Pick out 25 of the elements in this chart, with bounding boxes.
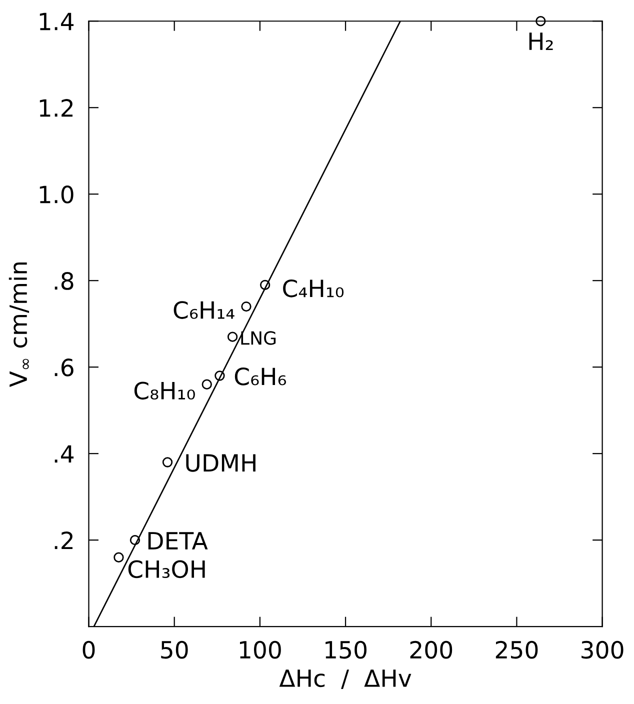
annotation: H₂ bbox=[529, 32, 553, 50]
y-tick-label: .4 bbox=[54, 445, 74, 463]
x-tick-label: 50 bbox=[161, 640, 188, 659]
y-tick-label: .6 bbox=[54, 358, 74, 376]
x-tick-label: 250 bbox=[496, 640, 538, 659]
x-tick-label: 300 bbox=[582, 640, 624, 659]
y-tick-label: 1.2 bbox=[40, 99, 73, 117]
annotation: C₆H₁₄ bbox=[174, 301, 234, 319]
x-tick-label: 100 bbox=[240, 640, 281, 659]
x-tick-label: 200 bbox=[410, 640, 452, 659]
y-axis-title: V$_{∞}$ cm/min bbox=[8, 262, 30, 388]
x-tick-label: 0 bbox=[82, 640, 95, 659]
y-tick-label: 1.4 bbox=[40, 12, 74, 30]
y-tick-label: .2 bbox=[54, 532, 73, 550]
x-axis-title: ΔHc / ΔHv bbox=[279, 670, 412, 689]
y-tick-label: .8 bbox=[54, 272, 74, 290]
annotation: C₈H₁₀ bbox=[134, 382, 195, 400]
annotation: DETA bbox=[148, 532, 208, 550]
y-tick-label: 1.0 bbox=[40, 186, 74, 204]
x-tick-label: 150 bbox=[326, 640, 366, 659]
annotation: LNG bbox=[241, 331, 276, 345]
annotation: C₄H₁₀ bbox=[283, 279, 344, 298]
annotation: C₆H₆ bbox=[234, 368, 286, 386]
annotation: UDMH bbox=[186, 454, 256, 472]
annotation: CH₃OH bbox=[128, 560, 205, 578]
